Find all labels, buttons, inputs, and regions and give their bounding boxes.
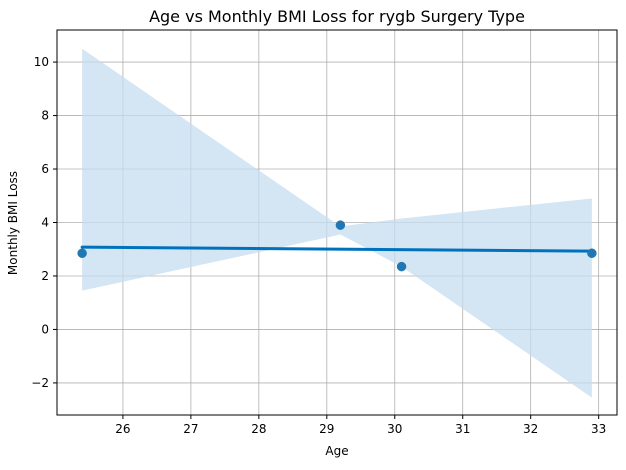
chart-title: Age vs Monthly BMI Loss for rygb Surgery… xyxy=(149,7,525,26)
x-axis: 26 27 28 29 30 31 32 33 xyxy=(115,415,606,436)
scatter-point xyxy=(396,261,407,272)
x-tick-label: 26 xyxy=(115,422,130,436)
band-layer xyxy=(82,48,592,398)
scatter-point xyxy=(335,220,346,230)
x-tick-label: 27 xyxy=(183,422,198,436)
y-tick-label: 8 xyxy=(41,109,49,123)
x-tick-label: 30 xyxy=(387,422,402,436)
y-axis: −2 0 2 4 6 8 10 xyxy=(31,55,57,390)
x-tick-label: 33 xyxy=(591,422,606,436)
y-tick-label: −2 xyxy=(31,376,49,390)
x-tick-label: 31 xyxy=(455,422,470,436)
line-layer xyxy=(80,245,594,253)
y-tick-label: 6 xyxy=(41,162,49,176)
point-layer xyxy=(77,220,597,272)
regression-line xyxy=(80,245,594,253)
x-tick-label: 29 xyxy=(319,422,334,436)
confidence-band xyxy=(82,48,592,398)
x-tick-label: 32 xyxy=(523,422,538,436)
y-axis-label: Monthly BMI Loss xyxy=(6,171,20,275)
y-tick-label: 0 xyxy=(41,322,49,336)
plot-area xyxy=(56,29,618,416)
scatter-point xyxy=(77,248,87,258)
y-tick-label: 4 xyxy=(41,216,49,230)
y-tick-label: 10 xyxy=(34,55,49,69)
scatter-point xyxy=(587,248,597,258)
x-tick-label: 28 xyxy=(251,422,266,436)
y-tick-label: 2 xyxy=(41,269,49,283)
x-axis-label: Age xyxy=(325,444,348,458)
